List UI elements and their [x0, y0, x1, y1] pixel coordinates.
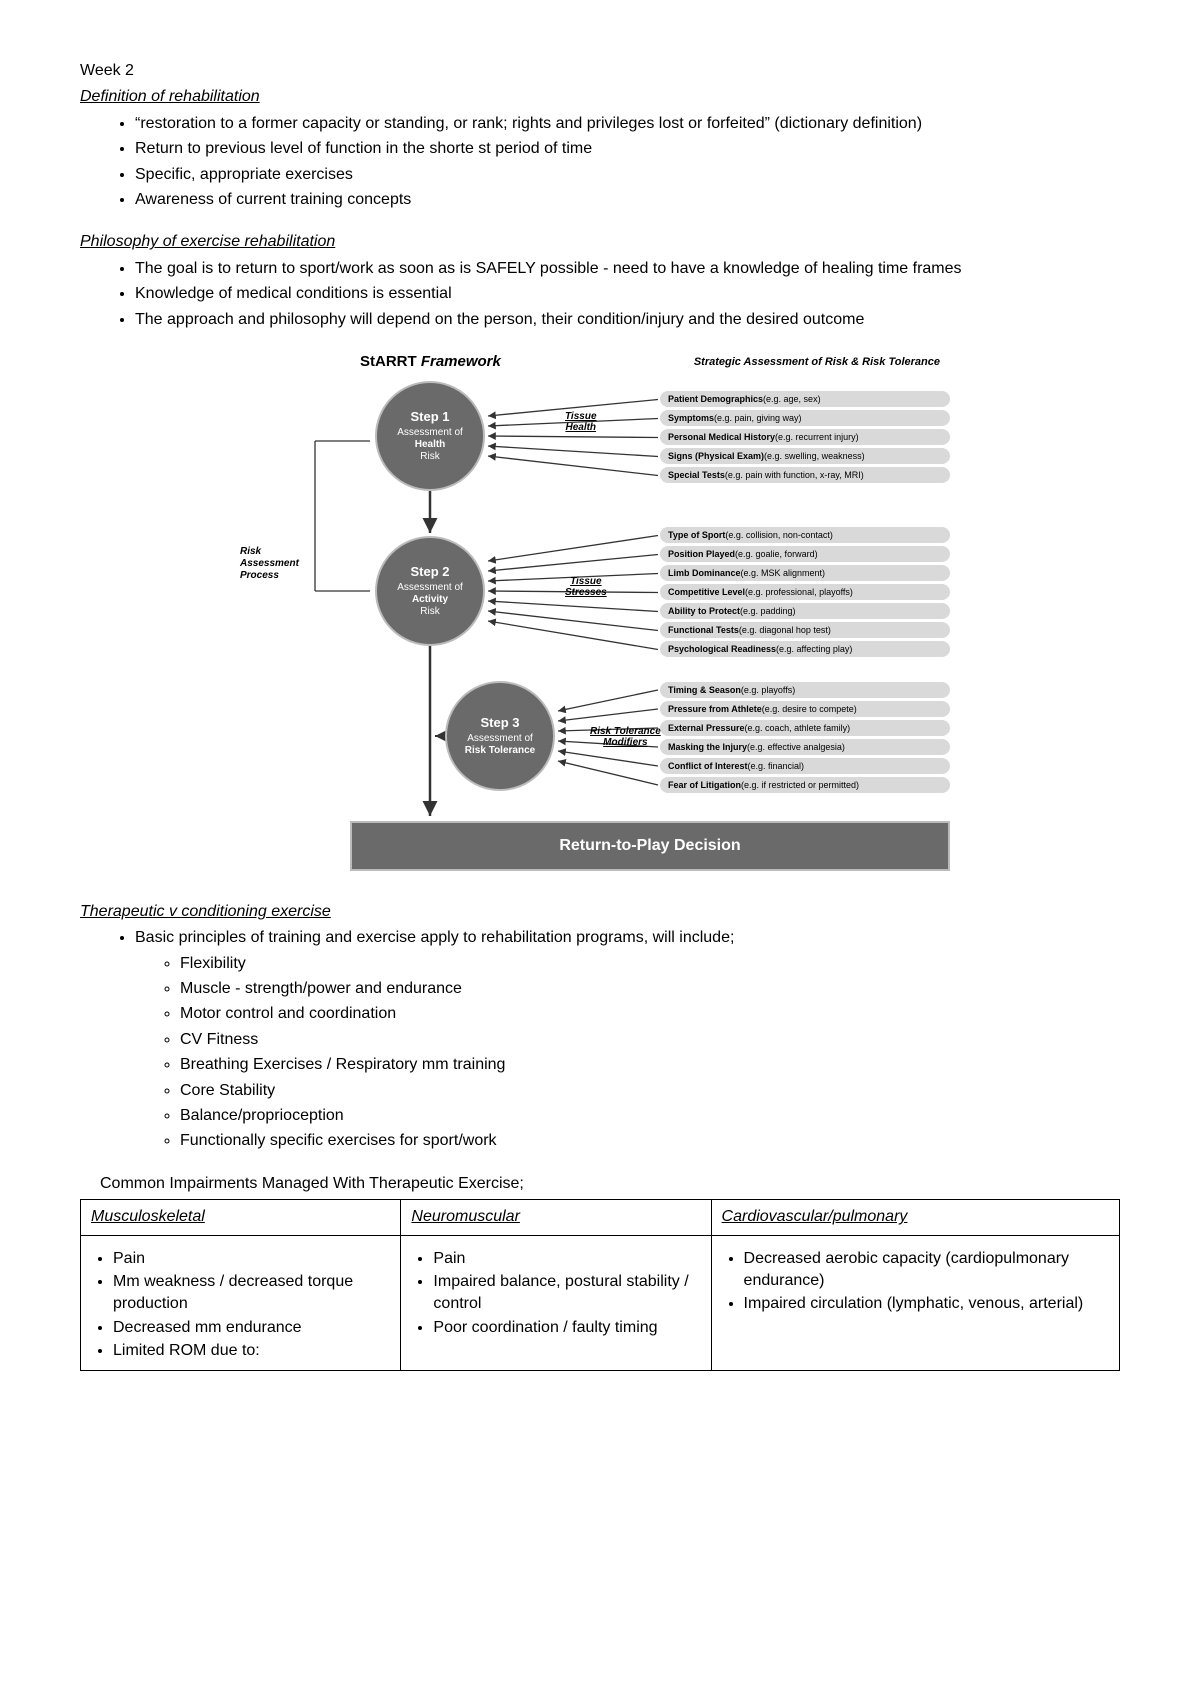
list-item: Pain	[433, 1248, 700, 1270]
diagram-title: StARRT Framework	[360, 351, 501, 372]
step-circle-1: Step 1Assessment ofHealthRisk	[375, 381, 485, 491]
therapeutic-sublist: Flexibility Muscle - strength/power and …	[135, 953, 1120, 1153]
corner-label: Strategic Assessment of Risk & Risk Tole…	[694, 355, 940, 370]
list-item: Return to previous level of function in …	[135, 138, 1120, 160]
table-row: PainMm weakness / decreased torque produ…	[81, 1235, 1120, 1370]
list-item: Pain	[113, 1248, 390, 1270]
factor-pill: Functional Tests (e.g. diagonal hop test…	[660, 622, 950, 638]
factor-pill: Signs (Physical Exam) (e.g. swelling, we…	[660, 448, 950, 464]
list-item: Functionally specific exercises for spor…	[180, 1130, 1120, 1152]
heading-definition: Definition of rehabilitation	[80, 86, 1120, 108]
starrt-diagram: StARRT Framework Strategic Assessment of…	[240, 351, 960, 871]
therapeutic-list: Basic principles of training and exercis…	[80, 927, 1120, 1153]
factor-pill: Competitive Level (e.g. professional, pl…	[660, 584, 950, 600]
group-label: TissueStresses	[565, 576, 607, 598]
risk-process-label: RiskAssessmentProcess	[240, 546, 310, 582]
list-item: Knowledge of medical conditions is essen…	[135, 283, 1120, 305]
group-label: Risk ToleranceModifiers	[590, 726, 661, 748]
col-header: Neuromuscular	[401, 1200, 711, 1235]
list-item: Decreased aerobic capacity (cardiopulmon…	[744, 1248, 1109, 1293]
definition-list: “restoration to a former capacity or sta…	[80, 113, 1120, 212]
list-item: Motor control and coordination	[180, 1003, 1120, 1025]
list-item: Limited ROM due to:	[113, 1340, 390, 1362]
list-item: Mm weakness / decreased torque productio…	[113, 1271, 390, 1316]
table-cell: Decreased aerobic capacity (cardiopulmon…	[711, 1235, 1119, 1370]
factor-pill: Pressure from Athlete (e.g. desire to co…	[660, 701, 950, 717]
list-item: Core Stability	[180, 1080, 1120, 1102]
impairments-table: Musculoskeletal Neuromuscular Cardiovasc…	[80, 1199, 1120, 1370]
list-item: Decreased mm endurance	[113, 1317, 390, 1339]
list-item: Poor coordination / faulty timing	[433, 1317, 700, 1339]
factor-pill: Fear of Litigation (e.g. if restricted o…	[660, 777, 950, 793]
step-circle-3: Step 3Assessment ofRisk Tolerance	[445, 681, 555, 791]
factor-pill: Symptoms (e.g. pain, giving way)	[660, 410, 950, 426]
factor-pill: Limb Dominance (e.g. MSK alignment)	[660, 565, 950, 581]
list-item: Basic principles of training and exercis…	[135, 927, 1120, 1153]
list-item: Flexibility	[180, 953, 1120, 975]
impairments-intro: Common Impairments Managed With Therapeu…	[80, 1173, 1120, 1195]
list-item: Breathing Exercises / Respiratory mm tra…	[180, 1054, 1120, 1076]
factor-pill: Special Tests (e.g. pain with function, …	[660, 467, 950, 483]
list-item: CV Fitness	[180, 1029, 1120, 1051]
col-header: Cardiovascular/pulmonary	[711, 1200, 1119, 1235]
factor-pill: Patient Demographics (e.g. age, sex)	[660, 391, 950, 407]
title-prefix: StARRT	[360, 353, 421, 370]
factor-pill: External Pressure (e.g. coach, athlete f…	[660, 720, 950, 736]
step-circle-2: Step 2Assessment ofActivityRisk	[375, 536, 485, 646]
factor-pill: Conflict of Interest (e.g. financial)	[660, 758, 950, 774]
table-cell: PainImpaired balance, postural stability…	[401, 1235, 711, 1370]
list-item: Specific, appropriate exercises	[135, 164, 1120, 186]
philosophy-list: The goal is to return to sport/work as s…	[80, 258, 1120, 331]
list-item: Awareness of current training concepts	[135, 189, 1120, 211]
list-item: The goal is to return to sport/work as s…	[135, 258, 1120, 280]
factor-pill: Type of Sport (e.g. collision, non-conta…	[660, 527, 950, 543]
list-item: Muscle - strength/power and endurance	[180, 978, 1120, 1000]
factor-pill: Ability to Protect (e.g. padding)	[660, 603, 950, 619]
list-item: Balance/proprioception	[180, 1105, 1120, 1127]
group-label: TissueHealth	[565, 411, 597, 433]
factor-pill: Timing & Season (e.g. playoffs)	[660, 682, 950, 698]
list-item: “restoration to a former capacity or sta…	[135, 113, 1120, 135]
factor-pill: Personal Medical History (e.g. recurrent…	[660, 429, 950, 445]
factor-pill: Masking the Injury (e.g. effective analg…	[660, 739, 950, 755]
table-cell: PainMm weakness / decreased torque produ…	[81, 1235, 401, 1370]
rtp-decision-box: Return-to-Play Decision	[350, 821, 950, 871]
factor-pill: Position Played (e.g. goalie, forward)	[660, 546, 950, 562]
heading-therapeutic: Therapeutic v conditioning exercise	[80, 901, 1120, 923]
col-header: Musculoskeletal	[81, 1200, 401, 1235]
heading-philosophy: Philosophy of exercise rehabilitation	[80, 231, 1120, 253]
factor-pill: Psychological Readiness (e.g. affecting …	[660, 641, 950, 657]
title-em: Framework	[421, 353, 501, 370]
list-item: The approach and philosophy will depend …	[135, 309, 1120, 331]
list-item: Impaired balance, postural stability / c…	[433, 1271, 700, 1316]
week-label: Week 2	[80, 60, 1120, 82]
list-item: Impaired circulation (lymphatic, venous,…	[744, 1293, 1109, 1315]
therapeutic-intro: Basic principles of training and exercis…	[135, 929, 734, 946]
